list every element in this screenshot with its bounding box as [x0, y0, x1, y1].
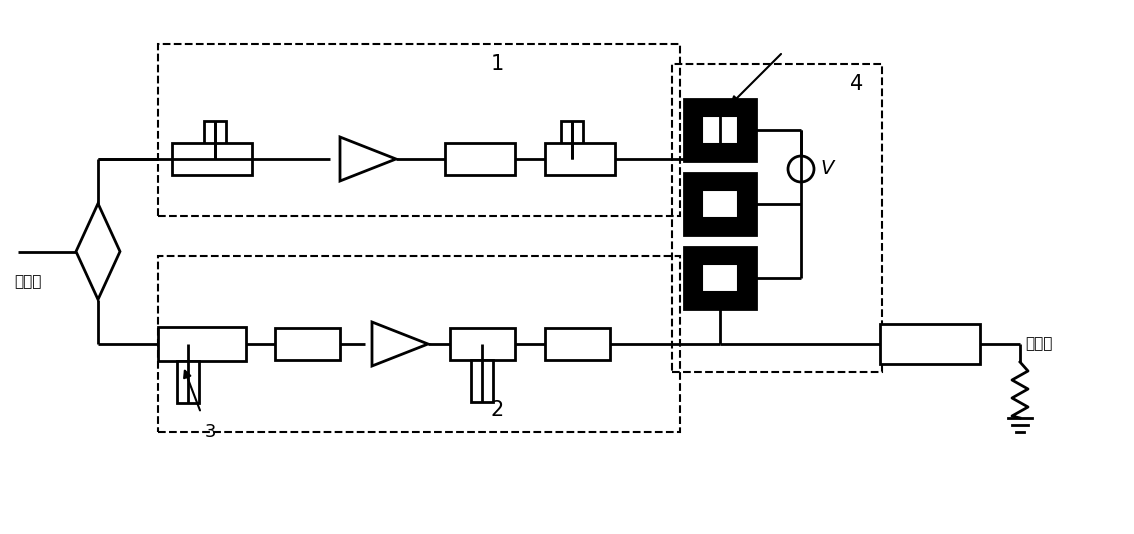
- Bar: [450, 328, 515, 360]
- Bar: [158, 327, 246, 361]
- Bar: [672, 64, 882, 372]
- Bar: [561, 121, 583, 159]
- Bar: [702, 190, 738, 218]
- Text: 1: 1: [491, 54, 503, 74]
- Bar: [545, 143, 615, 175]
- Bar: [276, 328, 340, 360]
- Bar: [177, 361, 198, 403]
- Bar: [158, 44, 680, 216]
- Text: 3: 3: [205, 423, 217, 441]
- Bar: [702, 264, 738, 292]
- Bar: [880, 324, 980, 364]
- Text: V: V: [820, 160, 833, 178]
- Bar: [445, 143, 515, 175]
- Bar: [684, 173, 756, 235]
- Bar: [545, 328, 610, 360]
- Text: 总输入: 总输入: [14, 274, 41, 289]
- Bar: [471, 360, 493, 402]
- Bar: [684, 247, 756, 309]
- Bar: [204, 121, 226, 159]
- Text: 2: 2: [491, 400, 503, 420]
- Bar: [172, 143, 252, 175]
- Bar: [684, 99, 756, 161]
- Bar: [702, 116, 738, 144]
- Text: 4: 4: [850, 74, 864, 94]
- Text: 总输出: 总输出: [1025, 336, 1052, 351]
- Bar: [158, 256, 680, 432]
